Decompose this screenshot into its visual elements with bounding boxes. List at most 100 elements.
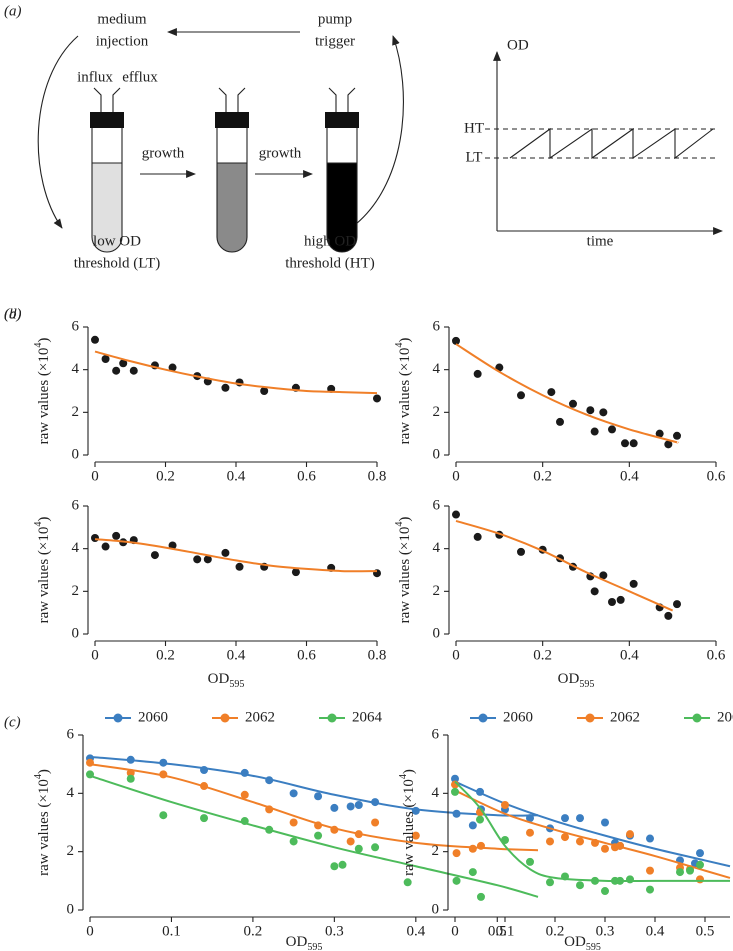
point [629,439,638,448]
y-axis-label-end: ) [36,769,52,774]
y-tick-label: 4 [67,785,75,801]
y-tick-label: 2 [433,583,441,599]
point [473,532,482,541]
point [601,844,609,853]
x-tick-label: 0.2 [546,923,565,939]
diagram-label: influx [77,69,113,85]
diagram-label: pump [318,11,352,27]
point [354,801,363,809]
y-tick-label: 0 [72,625,80,641]
point [373,394,381,403]
fit-line [454,789,731,879]
diagram-label: growth [259,145,302,161]
point [289,789,298,798]
point [561,814,569,823]
point [626,830,634,839]
point [101,355,110,363]
x-tick-label: 0 [451,923,459,939]
y-tick-label: 2 [72,404,80,420]
point [561,833,569,842]
x-axis-label-sub: 595 [229,679,244,690]
point [150,551,159,560]
x-tick-label: 0 [91,468,99,484]
point [576,837,584,846]
y-tick-label: 0 [433,446,441,462]
point [452,849,461,858]
x-tick-label: 0.3 [325,923,344,939]
point [526,828,534,837]
y-axis-label-sup: 4 [398,774,409,779]
axis-label: time [587,233,614,249]
threshold-label: HT [464,120,484,136]
y-tick-label: 6 [72,318,80,334]
point [590,587,599,596]
point [452,510,460,519]
y-axis-label-sup: 4 [33,774,44,779]
y-tick-label: 0 [432,901,440,917]
y-tick-label: 6 [72,497,80,513]
y-tick-label: 4 [433,361,441,377]
point [314,792,323,801]
point [314,831,323,840]
y-tick-label: 2 [67,843,75,859]
point [452,876,461,885]
x-tick-label: 0.2 [156,468,175,484]
panel-label: (a) [4,3,22,19]
x-tick-label: 0.8 [368,468,387,484]
point [129,366,138,375]
x-tick-label: 0.8 [368,647,387,663]
x-tick-label: 0.5 [488,923,507,939]
point [686,866,694,875]
point [112,531,121,540]
diagram-label: high OD [304,233,356,249]
point [586,406,595,415]
point [696,860,704,869]
x-axis-label-text: OD [558,671,580,687]
y-tick-label: 6 [432,726,440,742]
point [517,391,525,400]
arrow [37,35,79,229]
y-tick-label: 6 [433,497,441,513]
point [203,555,212,564]
x-tick-label: 0.6 [297,647,316,663]
y-axis-label-end: ) [36,338,52,343]
point [289,818,298,827]
point [576,814,584,823]
legend-marker [327,713,337,723]
y-axis-label-end: ) [397,517,413,522]
point [289,837,298,846]
point [626,875,634,884]
point [346,837,355,846]
fit-line [454,780,731,868]
x-tick-label: 0.2 [533,468,552,484]
x-tick-label: 0.5 [696,923,715,939]
fit-line [455,519,674,612]
liquid [217,163,247,252]
y-axis-label-end: ) [401,769,417,774]
point [696,875,704,884]
x-axis-label-sub: 595 [579,679,594,690]
point [629,579,638,588]
point [126,774,135,783]
x-tick-label: 0.4 [227,647,246,663]
point [646,866,654,875]
x-tick-label: 0.4 [227,468,246,484]
y-axis-label-text: raw values (×10 [36,348,52,445]
y-tick-label: 4 [433,540,441,556]
point [517,547,525,556]
tube [326,128,358,253]
y-tick-label: 6 [67,726,75,742]
point [354,844,363,853]
fit-line [94,538,378,573]
x-axis-label-sub: 595 [307,942,322,951]
y-tick-label: 0 [433,625,441,641]
legend-label: 2064 [352,709,383,725]
fit-line [94,350,378,395]
legend-marker [692,713,702,723]
pipe [218,87,246,112]
point [193,555,202,564]
fit-line [89,774,539,898]
y-tick-label: 0 [72,446,80,462]
x-tick-label: 0 [86,923,94,939]
x-tick-label: 0.6 [707,647,726,663]
